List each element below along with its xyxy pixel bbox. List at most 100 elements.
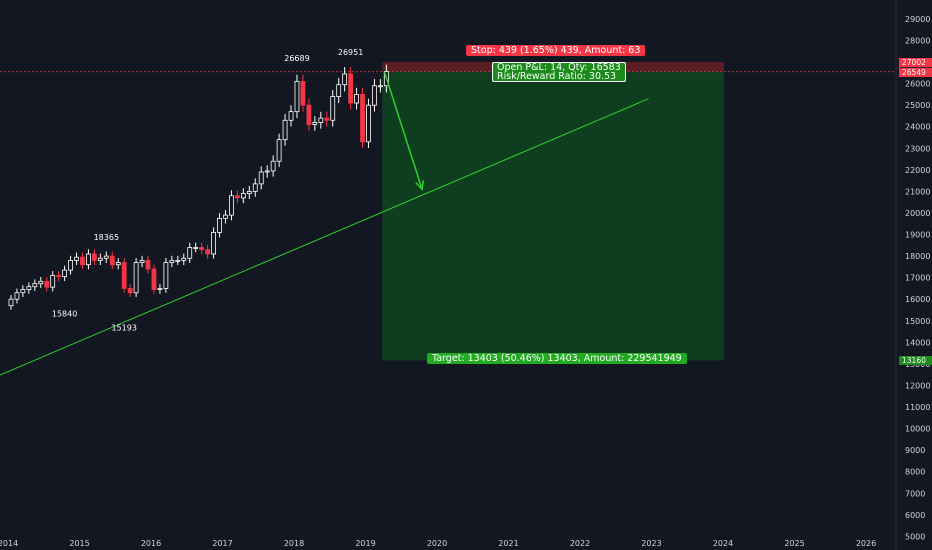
candle-body: [187, 247, 193, 259]
candle-body: [127, 288, 133, 294]
y-tick-label: 11000: [905, 403, 930, 412]
candle-body: [20, 289, 26, 294]
value-annotation: 15840: [52, 310, 77, 319]
candle-body: [157, 288, 163, 290]
y-tick-label: 7000: [905, 489, 925, 498]
y-tick-label: 15000: [905, 317, 930, 326]
candle-body: [372, 85, 377, 106]
candle-body: [91, 253, 97, 261]
annotation-layer: 18365 15840 15193 26689 26951: [52, 48, 425, 333]
candle-body: [288, 111, 294, 121]
candle-body: [62, 269, 68, 277]
candle-body: [258, 171, 264, 185]
price-tag: 26549: [899, 68, 932, 78]
candle-body: [199, 247, 205, 251]
candle-body: [336, 84, 342, 97]
candle-body: [169, 260, 175, 263]
x-tick-label: 2026: [856, 539, 876, 548]
candle-body: [109, 255, 115, 266]
x-tick-label: 2025: [784, 539, 804, 548]
candle-body: [38, 280, 44, 285]
risk-reward-text: Risk/Reward Ratio: 30.53: [497, 71, 617, 82]
x-tick-label: 2024: [713, 539, 733, 548]
candle-body: [74, 256, 79, 261]
candle-body: [32, 283, 38, 288]
y-tick-label: 29000: [905, 15, 930, 24]
candle-body: [151, 268, 157, 290]
candle-body: [50, 275, 56, 288]
candle-body: [312, 122, 318, 125]
y-tick-label: 24000: [905, 123, 930, 132]
target-label[interactable]: Target: 13403 (50.46%) 13403, Amount: 22…: [427, 353, 687, 364]
x-tick-label: 2021: [498, 539, 518, 548]
x-tick-label: 2019: [355, 539, 375, 548]
x-tick-label: 2014: [0, 539, 18, 548]
value-annotation: 15193: [111, 324, 136, 333]
y-tick-label: 6000: [905, 511, 925, 520]
y-tick-label: 23000: [905, 144, 930, 153]
y-tick-label: 25000: [905, 101, 930, 110]
candle-body: [205, 249, 211, 255]
candle-body: [246, 191, 252, 194]
candle-body: [80, 256, 85, 266]
candle-body: [103, 255, 109, 259]
candle-body: [324, 117, 330, 121]
y-tick-label: 22000: [905, 166, 930, 175]
profit-zone: [382, 71, 725, 361]
candle-body: [145, 260, 151, 270]
candle-body: [276, 139, 282, 162]
y-tick-label: 28000: [905, 36, 930, 45]
candle-body: [115, 262, 121, 266]
candle-body: [181, 257, 187, 261]
value-annotation: 18365: [94, 233, 119, 242]
x-tick-label: 2016: [141, 539, 161, 548]
candles-layer: [8, 64, 389, 310]
y-tick-label: 18000: [905, 252, 930, 261]
open-pnl-text: Open P&L: 14, Qty: 16583: [497, 62, 621, 73]
y-tick-label: 12000: [905, 381, 930, 390]
candle-body: [300, 81, 306, 106]
y-tick-label: 5000: [905, 532, 925, 541]
candle-body: [97, 257, 103, 261]
open-pnl-box[interactable]: Open P&L: 14, Qty: 16583 Risk/Reward Rat…: [492, 62, 626, 82]
candle-body: [139, 260, 145, 263]
candle-body: [377, 85, 383, 88]
candle-body: [14, 292, 20, 300]
x-tick-label: 2017: [212, 539, 232, 548]
candle-body: [44, 280, 50, 288]
candle-body: [318, 117, 324, 123]
candle-body: [306, 104, 312, 125]
x-tick-label: 2020: [427, 539, 447, 548]
candle-body: [348, 73, 354, 104]
y-tick-label: 21000: [905, 187, 930, 196]
candle-body: [175, 260, 181, 262]
candle-body: [264, 170, 270, 173]
candle-body: [294, 81, 300, 113]
candle-body: [163, 262, 169, 289]
y-tick-label: 8000: [905, 468, 925, 477]
candle-body: [56, 275, 62, 277]
y-tick-label: 20000: [905, 209, 930, 218]
y-tick-label: 26000: [905, 80, 930, 89]
position-layer: [0, 62, 896, 361]
y-tick-label: 16000: [905, 295, 930, 304]
candle-body: [330, 96, 336, 121]
y-tick-label: 19000: [905, 231, 930, 240]
candle-body: [121, 262, 127, 289]
stop-label[interactable]: Stop: 439 (1.65%) 439, Amount: 63: [466, 45, 646, 56]
y-tick-label: 9000: [905, 446, 925, 455]
candle-body: [342, 73, 348, 86]
x-tick-label: 2015: [69, 539, 89, 548]
candle-body: [217, 217, 222, 233]
candle-body: [211, 231, 216, 255]
y-tick-label: 10000: [905, 425, 930, 434]
candle-body: [360, 93, 365, 143]
price-tag: 27002: [899, 57, 932, 67]
candle-body: [354, 93, 359, 104]
candle-body: [8, 298, 14, 307]
candle-body: [366, 104, 371, 143]
candle-body: [252, 183, 258, 192]
candle-body: [223, 214, 228, 219]
